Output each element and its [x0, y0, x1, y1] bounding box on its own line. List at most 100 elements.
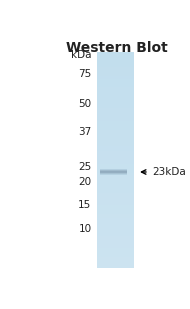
Bar: [97, 79, 134, 81]
Bar: [100, 172, 127, 173]
Bar: [97, 86, 134, 88]
Bar: [97, 188, 134, 191]
Bar: [97, 124, 134, 126]
Bar: [97, 174, 134, 176]
Bar: [97, 169, 134, 171]
Bar: [97, 126, 134, 128]
Bar: [97, 185, 134, 187]
Bar: [97, 136, 134, 139]
Bar: [97, 217, 134, 219]
Bar: [97, 108, 134, 110]
Bar: [97, 242, 134, 244]
Bar: [97, 251, 134, 253]
Bar: [97, 120, 134, 123]
Bar: [97, 81, 134, 83]
Bar: [97, 122, 134, 124]
Bar: [97, 257, 134, 259]
Bar: [97, 59, 134, 61]
Bar: [100, 169, 127, 170]
Bar: [97, 90, 134, 92]
Bar: [97, 264, 134, 266]
Bar: [100, 173, 127, 174]
Bar: [100, 171, 127, 172]
Bar: [97, 255, 134, 257]
Bar: [97, 156, 134, 159]
Bar: [97, 165, 134, 167]
Bar: [97, 197, 134, 200]
Text: Western Blot: Western Blot: [66, 41, 167, 55]
Bar: [97, 129, 134, 132]
Bar: [97, 163, 134, 166]
Bar: [97, 84, 134, 87]
Bar: [97, 54, 134, 56]
Bar: [97, 187, 134, 189]
Bar: [97, 167, 134, 169]
Text: 23kDa: 23kDa: [152, 167, 186, 177]
Bar: [97, 138, 134, 141]
Bar: [97, 233, 134, 235]
Bar: [97, 65, 134, 67]
Bar: [97, 72, 134, 74]
Bar: [97, 162, 134, 164]
Bar: [100, 171, 127, 172]
Bar: [97, 240, 134, 243]
Bar: [97, 208, 134, 210]
Bar: [97, 154, 134, 157]
Bar: [97, 109, 134, 112]
Bar: [97, 61, 134, 63]
Bar: [97, 104, 134, 106]
Bar: [97, 145, 134, 148]
Text: 10: 10: [78, 224, 92, 234]
Bar: [97, 77, 134, 79]
Bar: [97, 262, 134, 264]
Bar: [97, 260, 134, 262]
Bar: [100, 171, 127, 172]
Bar: [97, 221, 134, 223]
Bar: [97, 140, 134, 142]
Bar: [97, 70, 134, 72]
Bar: [97, 111, 134, 113]
Bar: [97, 194, 134, 196]
Bar: [97, 237, 134, 239]
Bar: [97, 176, 134, 178]
Bar: [97, 266, 134, 268]
Bar: [97, 196, 134, 198]
Bar: [97, 106, 134, 108]
Bar: [100, 172, 127, 173]
Bar: [97, 172, 134, 175]
Bar: [97, 239, 134, 241]
Bar: [97, 214, 134, 216]
Bar: [100, 174, 127, 175]
Bar: [97, 68, 134, 70]
Text: kDa: kDa: [71, 50, 92, 60]
Bar: [100, 172, 127, 173]
Text: 50: 50: [78, 99, 92, 109]
Bar: [97, 97, 134, 99]
Bar: [97, 113, 134, 115]
Bar: [97, 115, 134, 117]
Bar: [97, 117, 134, 119]
Bar: [100, 170, 127, 171]
Bar: [97, 224, 134, 226]
Bar: [97, 206, 134, 209]
Bar: [97, 235, 134, 237]
Bar: [97, 199, 134, 201]
Bar: [97, 230, 134, 232]
Bar: [97, 93, 134, 95]
Bar: [97, 88, 134, 90]
Text: 15: 15: [78, 200, 92, 210]
Bar: [97, 91, 134, 94]
Bar: [97, 144, 134, 146]
Bar: [97, 249, 134, 252]
Bar: [97, 102, 134, 104]
Bar: [97, 183, 134, 185]
Bar: [97, 192, 134, 194]
Bar: [97, 57, 134, 60]
Bar: [97, 133, 134, 135]
Bar: [97, 63, 134, 65]
Bar: [97, 95, 134, 97]
Bar: [100, 173, 127, 174]
Bar: [97, 135, 134, 137]
Text: 75: 75: [78, 69, 92, 79]
Bar: [97, 228, 134, 230]
